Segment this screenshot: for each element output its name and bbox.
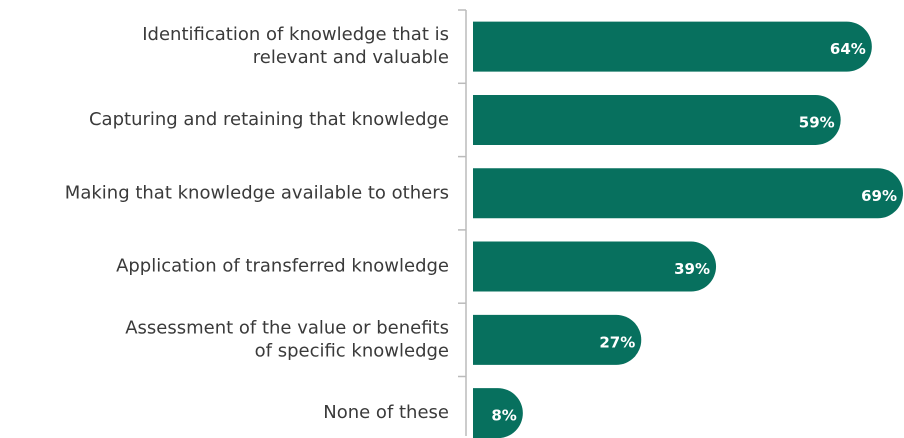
- category-label: Making that knowledge available to other…: [65, 182, 449, 203]
- value-label: 27%: [599, 333, 635, 351]
- category-label: Application of transferred knowledge: [116, 256, 449, 277]
- category-label: of specific knowledge: [255, 340, 449, 361]
- value-label: 59%: [799, 113, 835, 131]
- category-label: Capturing and retaining that knowledge: [89, 109, 449, 130]
- value-label: 64%: [830, 40, 866, 58]
- category-label: relevant and valuable: [253, 47, 449, 68]
- category-label: None of these: [323, 402, 449, 423]
- value-label: 8%: [491, 407, 516, 425]
- bar: [473, 168, 903, 219]
- value-label: 39%: [674, 260, 710, 278]
- value-label: 69%: [861, 187, 897, 205]
- bar: [473, 21, 872, 72]
- bar: [473, 94, 841, 145]
- category-label: Identification of knowledge that is: [142, 24, 449, 45]
- bar: [473, 314, 642, 365]
- bar: [473, 241, 717, 292]
- bar: [473, 388, 523, 438]
- category-label: Assessment of the value or benefits: [125, 317, 449, 338]
